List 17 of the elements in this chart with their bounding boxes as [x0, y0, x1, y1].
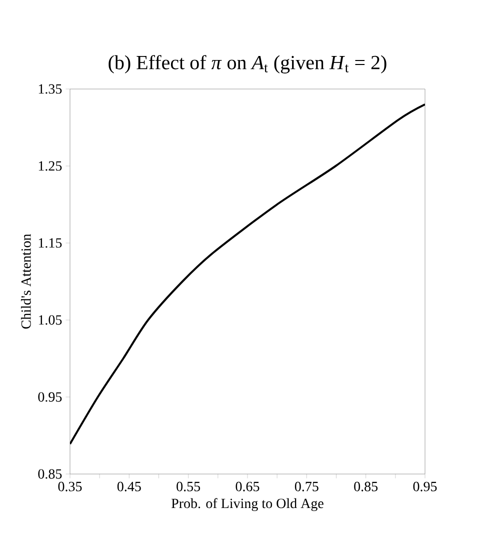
x-tick-label: 0.45 [117, 482, 141, 492]
y-axis-title: Child's Attention [20, 234, 31, 329]
y-tick-label: 0.95 [38, 392, 62, 402]
x-tick-label: 0.75 [294, 482, 318, 492]
x-tick-label: 0.35 [58, 482, 82, 492]
x-tick-label: 0.85 [354, 482, 378, 492]
y-tick-label: 1.05 [38, 315, 62, 325]
x-tick-label: 0.55 [176, 482, 200, 492]
y-tick-label: 1.35 [38, 84, 62, 94]
y-tick-label: 1.15 [38, 238, 62, 248]
x-axis-title: Prob. of Living to Old Age [171, 498, 324, 512]
chart-title: (b) Effect of π on A$_{t}$ (given H$_{t}$ = 2) [108, 55, 386, 74]
x-tick-label: 0.65 [236, 482, 260, 492]
line-series [70, 103, 425, 445]
x-tick-label: 0.95 [413, 482, 437, 492]
y-tick-label: 1.25 [38, 161, 62, 171]
y-tick-label: 0.85 [38, 469, 62, 479]
